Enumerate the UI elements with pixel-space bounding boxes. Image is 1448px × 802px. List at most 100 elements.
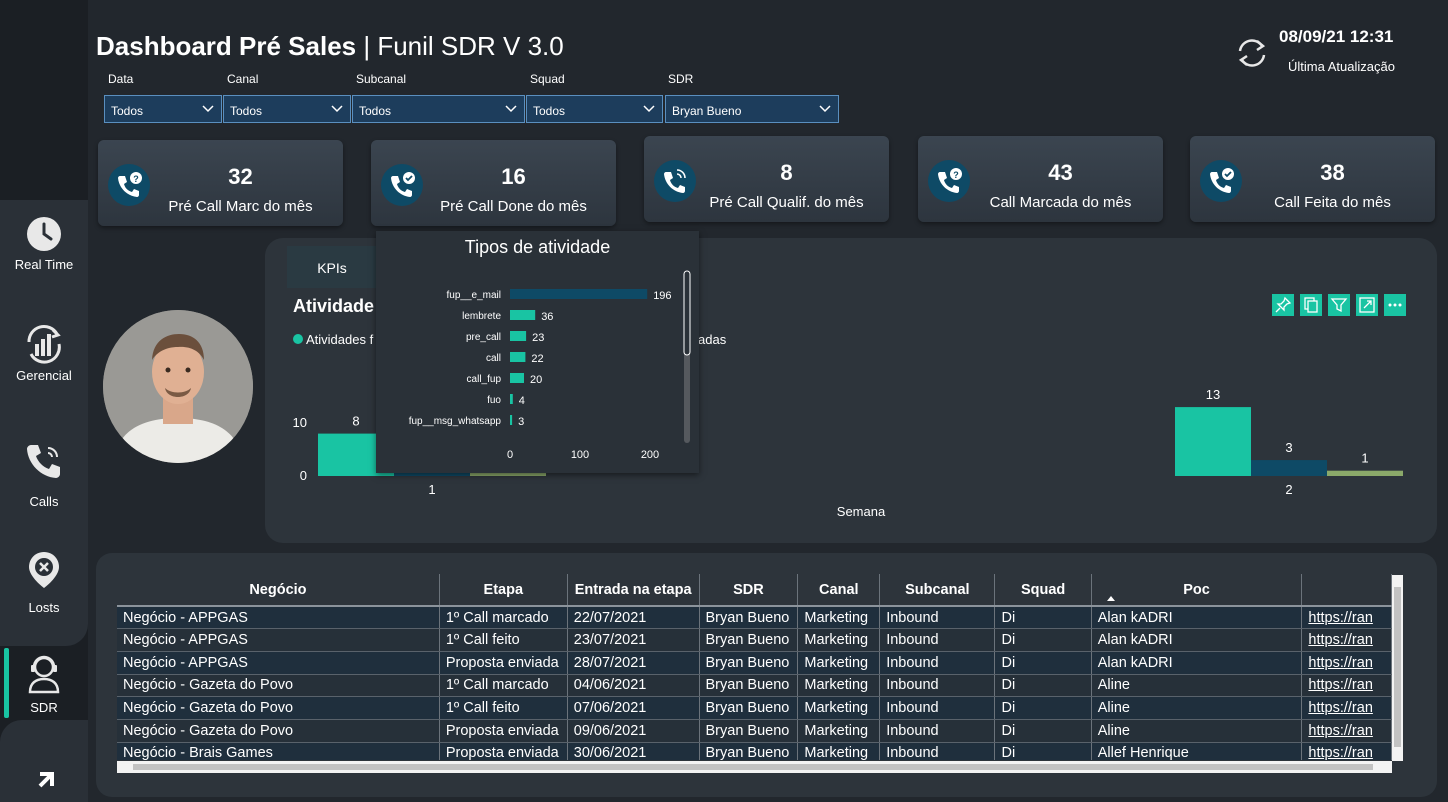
chevron-down-icon (643, 105, 655, 113)
table-row[interactable]: Negócio - APPGAS 1º Call marcado 22/07/202… (117, 606, 1392, 630)
phone-icon (27, 445, 60, 478)
table-row[interactable]: Negócio - APPGAS Proposta enviada 28/07/20… (117, 651, 1392, 675)
scrollbar-thumb[interactable] (133, 764, 1373, 770)
column-header[interactable]: Entrada na etapa (567, 574, 700, 606)
table-vertical-scrollbar[interactable] (1392, 575, 1403, 761)
filter-select-squad[interactable]: Todos (526, 95, 663, 123)
table-cell: Negócio - Gazeta do Povo (117, 719, 440, 743)
phone-check-icon (381, 164, 423, 206)
column-header[interactable] (1301, 574, 1392, 606)
table-cell: Allef Henrique (1091, 742, 1303, 760)
bar (1175, 407, 1251, 476)
table-cell: Inbound (879, 696, 996, 720)
table-cell: Proposta enviada (439, 719, 568, 743)
filter-label-canal: Canal (227, 72, 259, 86)
filter-select-canal[interactable]: Todos (223, 95, 351, 123)
table-cell: 07/06/2021 (567, 696, 700, 720)
kpi-label: Call Marcada do mês (989, 194, 1132, 211)
table-cell: Negócio - Gazeta do Povo (117, 696, 440, 720)
bar-value-label: 4 (519, 395, 525, 407)
table-row[interactable]: Negócio - APPGAS 1º Call feito 23/07/2021 B… (117, 628, 1392, 652)
sidebar-item-real-time[interactable]: Real Time (0, 215, 88, 272)
title-subtitle: Funil SDR V 3.0 (377, 31, 564, 61)
x-tick-label: 2 (1285, 482, 1292, 497)
column-header[interactable]: Negócio (117, 574, 440, 606)
table-cell: Di (994, 719, 1092, 743)
table-cell-link[interactable]: https://ran (1301, 719, 1392, 743)
table-cell: Marketing (797, 606, 881, 630)
table-row[interactable]: Negócio - Gazeta do Povo 1º Call marcado 0… (117, 674, 1392, 698)
column-header[interactable]: Poc (1091, 574, 1303, 606)
bar-value-label: 23 (532, 332, 544, 344)
bar (510, 394, 513, 404)
bar (1251, 460, 1327, 476)
copy-icon[interactable] (1300, 294, 1322, 316)
table-cell: Di (994, 696, 1092, 720)
sort-ascending-icon[interactable] (1106, 594, 1116, 602)
table-cell-link[interactable]: https://ran (1301, 674, 1392, 698)
table-cell-link[interactable]: https://ran (1301, 742, 1392, 760)
kpi-label: Pré Call Qualif. do mês (709, 194, 864, 211)
chart-legend-left: Atividades f (293, 332, 373, 347)
focus-mode-icon[interactable] (1356, 294, 1378, 316)
tab-kpis[interactable]: KPIs (287, 246, 377, 288)
table-cell-link[interactable]: https://ran (1301, 606, 1392, 630)
bar (510, 352, 526, 362)
sidebar-item-sdr[interactable]: SDR (0, 652, 88, 715)
kpi-card-call-feita: 38 Call Feita do mês (1190, 136, 1435, 222)
table-cell: Inbound (879, 651, 996, 675)
activity-types-chart: fup__e_mail 196 lembrete 36 pre_call 23 call 22… (409, 270, 691, 461)
bar-value-label: 20 (530, 374, 542, 386)
filter-select-data[interactable]: Todos (104, 95, 222, 123)
kpi-value: 43 (1048, 160, 1073, 185)
column-header[interactable]: Subcanal (879, 574, 996, 606)
column-header[interactable]: Etapa (439, 574, 568, 606)
tooltip-title: Tipos de atividade (464, 237, 611, 257)
column-header[interactable]: Squad (994, 574, 1092, 606)
filter-value: Todos (359, 104, 392, 118)
filter-icon[interactable] (1328, 294, 1350, 316)
bar-category-label: fup__msg_whatsapp (409, 416, 502, 427)
table-cell: Negócio - Brais Games (117, 742, 440, 760)
filter-select-sdr[interactable]: Bryan Bueno (665, 95, 839, 123)
table-cell: Negócio - APPGAS (117, 606, 440, 630)
table-cell-link[interactable]: https://ran (1301, 651, 1392, 675)
sidebar-item-losts[interactable]: Losts (0, 550, 88, 615)
bar-category-label: pre_call (466, 332, 501, 343)
table-row[interactable]: Negócio - Brais Games Proposta enviada 30/… (117, 742, 1392, 760)
bar-value-label: 196 (653, 290, 671, 302)
column-header[interactable]: Canal (797, 574, 881, 606)
table-cell: Bryan Bueno (699, 651, 799, 675)
table-row[interactable]: Negócio - Gazeta do Povo 1º Call feito 07/… (117, 696, 1392, 720)
pin-icon[interactable] (1272, 294, 1294, 316)
table-horizontal-scrollbar[interactable] (117, 761, 1392, 773)
more-options-icon[interactable] (1384, 294, 1406, 316)
expand-arrow-icon[interactable] (36, 764, 62, 790)
kpi-card-pre-call-done: 16 Pré Call Done do mês (371, 140, 616, 226)
filter-label-data: Data (108, 72, 134, 86)
bar-category-label: call (486, 353, 501, 364)
filter-select-subcanal[interactable]: Todos (352, 95, 525, 123)
table-cell: Alan kADRI (1091, 628, 1303, 652)
table-cell: 1º Call marcado (439, 606, 568, 630)
sidebar-item-calls[interactable]: Calls (0, 440, 88, 509)
sidebar-item-label: SDR (30, 700, 58, 715)
filter-value: Todos (111, 104, 144, 118)
chart-refresh-icon (27, 324, 61, 364)
table-row[interactable]: Negócio - Gazeta do Povo Proposta enviada… (117, 719, 1392, 743)
sidebar-item-label: Gerencial (16, 368, 72, 383)
refresh-icon[interactable] (1235, 36, 1269, 70)
sidebar-item-gerencial[interactable]: Gerencial (0, 322, 88, 383)
bar-category-label: lembrete (462, 311, 501, 322)
table-cell: Inbound (879, 606, 996, 630)
bar-value-label: 36 (541, 311, 553, 323)
table-cell: Inbound (879, 719, 996, 743)
kpi-card-call-marcada: ? 43 Call Marcada do mês (918, 136, 1163, 222)
table-cell-link[interactable]: https://ran (1301, 628, 1392, 652)
bar-category-label: call_fup (467, 374, 502, 385)
scrollbar-thumb[interactable] (1394, 587, 1401, 747)
table-cell: Negócio - Gazeta do Povo (117, 674, 440, 698)
column-header[interactable]: SDR (699, 574, 799, 606)
phone-ring-icon (654, 160, 696, 202)
table-cell-link[interactable]: https://ran (1301, 696, 1392, 720)
